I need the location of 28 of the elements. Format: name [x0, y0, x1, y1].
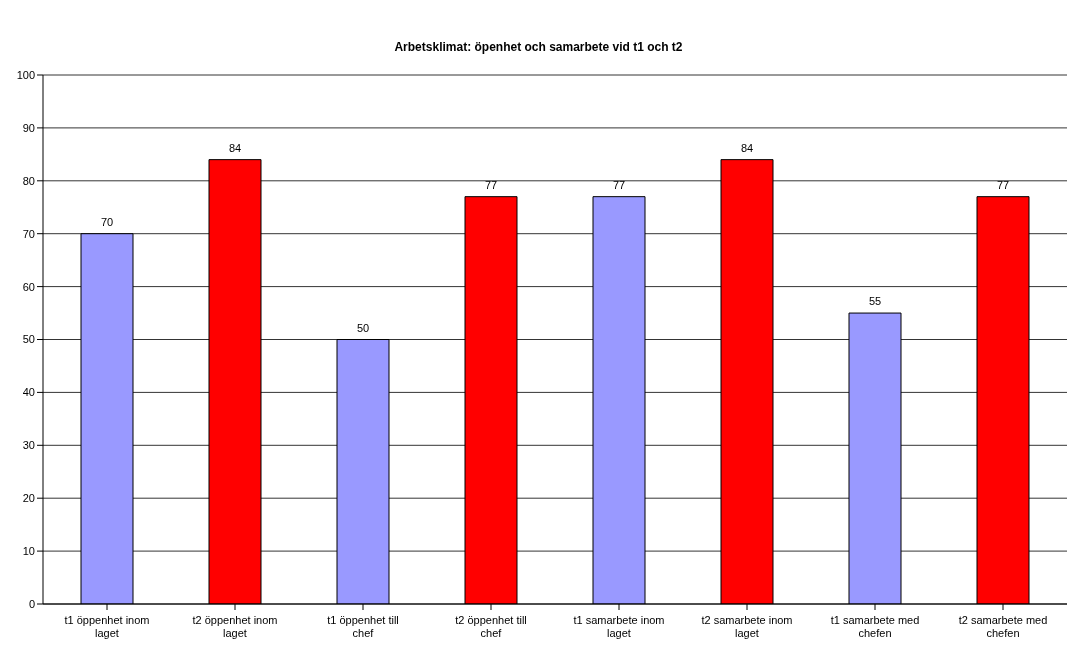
- y-tick-label: 30: [22, 439, 35, 452]
- x-tick-label: t1 samarbete inom laget: [573, 614, 665, 639]
- data-label: 84: [228, 141, 242, 154]
- y-tick-label: 90: [22, 121, 35, 134]
- x-tick-label: t1 öppenhet inom laget: [64, 614, 150, 639]
- y-tick-label: 60: [22, 280, 35, 293]
- y-tick-label: 70: [22, 227, 35, 240]
- y-tick-label: 40: [22, 386, 35, 399]
- data-label: 50: [356, 321, 370, 334]
- y-tick-label: 50: [22, 333, 35, 346]
- x-tick-label: t2 samarbete inom laget: [701, 614, 793, 639]
- data-label: 77: [612, 178, 626, 191]
- data-label: 84: [740, 141, 754, 154]
- x-tick-label: t2 öppenhet inom laget: [192, 614, 278, 639]
- x-tick-label: t2 samarbete med chefen: [958, 614, 1048, 639]
- x-tick-label: t2 öppenhet till chef: [455, 614, 527, 639]
- data-label: 70: [100, 215, 114, 228]
- data-label: 77: [996, 178, 1010, 191]
- y-tick-label: 0: [28, 597, 35, 610]
- data-label: 77: [484, 178, 498, 191]
- data-label: 55: [868, 295, 882, 308]
- x-tick-label: t1 öppenhet till chef: [327, 614, 399, 639]
- y-tick-label: 80: [22, 174, 35, 187]
- y-tick-label: 20: [22, 492, 35, 505]
- x-tick-label: t1 samarbete med chefen: [830, 614, 920, 639]
- y-tick-label: 100: [16, 68, 35, 81]
- y-tick-label: 10: [22, 545, 35, 558]
- chart-title: Arbetsklimat: öpenhet och samarbete vid t1 och t2: [393, 40, 684, 54]
